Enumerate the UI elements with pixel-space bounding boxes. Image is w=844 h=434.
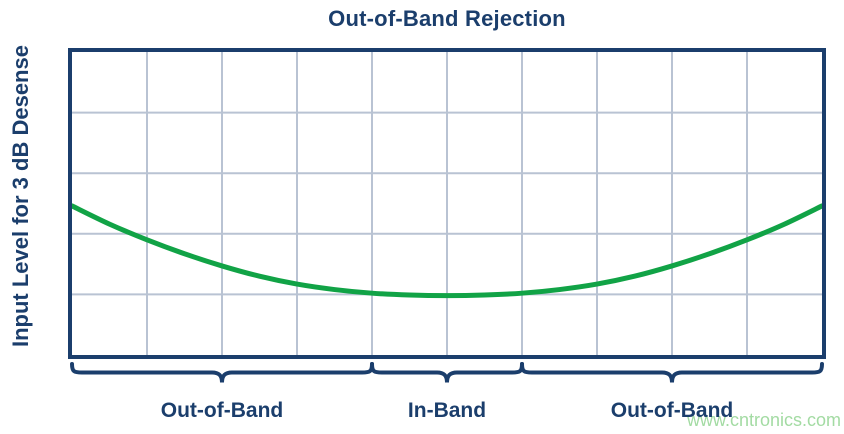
brace-out-of-band-right <box>520 362 824 383</box>
brace-out-of-band-left <box>70 362 374 383</box>
band-label-out-of-band-left: Out-of-Band <box>160 399 284 422</box>
band-label-out-of-band-right: Out-of-Band <box>610 399 734 422</box>
plot-canvas <box>72 52 822 355</box>
y-axis-label: Input Level for 3 dB Desense <box>8 45 33 347</box>
response-curve <box>72 203 822 299</box>
band-braces <box>70 362 824 383</box>
chart-title: Out-of-Band Rejection <box>328 6 566 31</box>
grid-lines <box>72 52 822 355</box>
watermark-text: www.cntronics.com <box>686 410 841 430</box>
plot-area <box>68 48 826 359</box>
brace-in-band <box>370 362 524 383</box>
band-label-in-band: In-Band <box>407 399 487 422</box>
